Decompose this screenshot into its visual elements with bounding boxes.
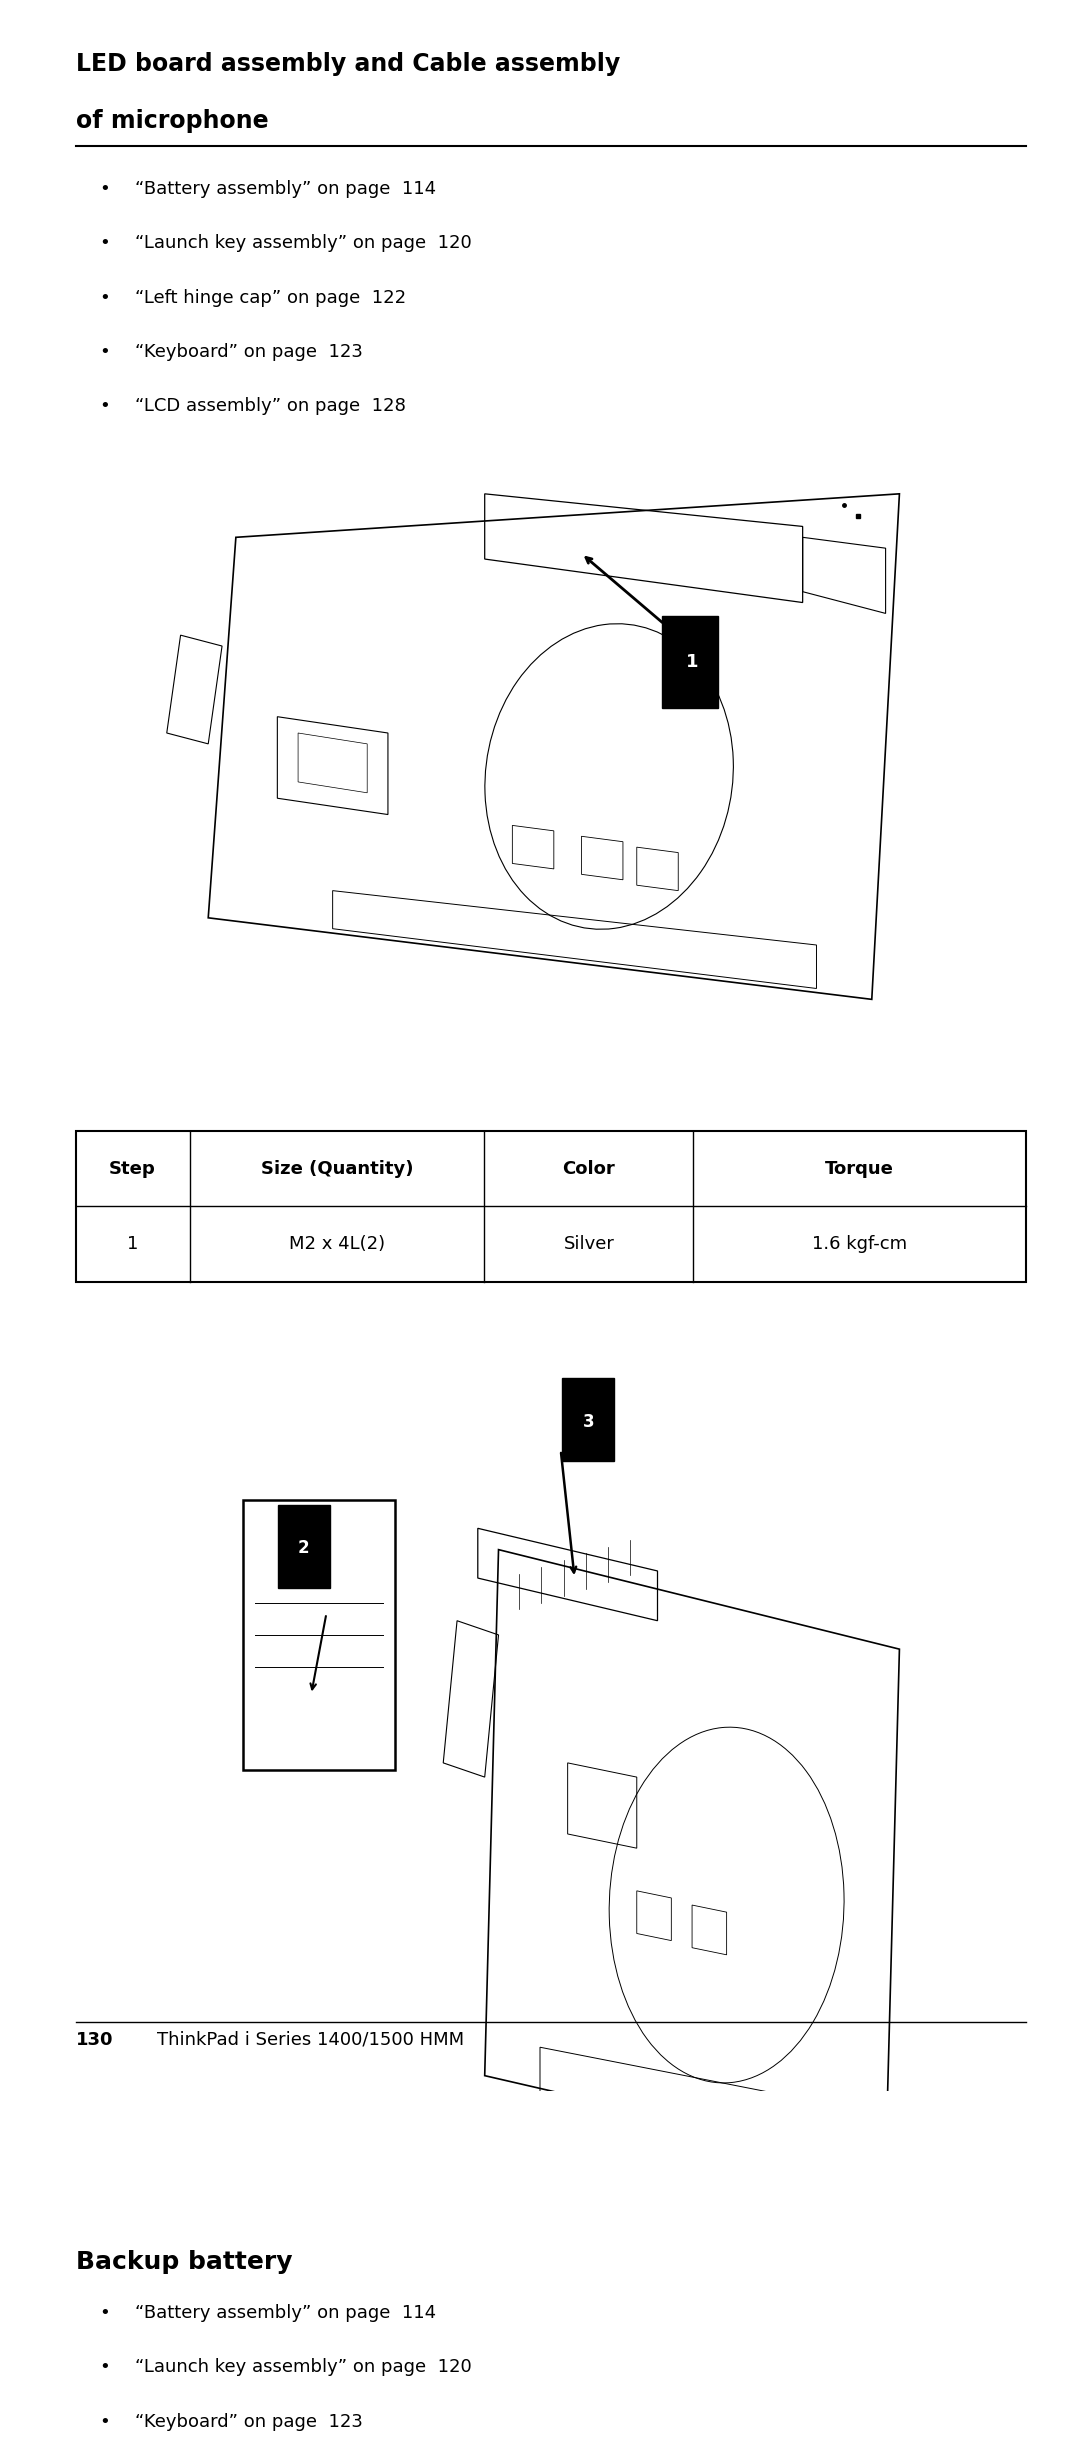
- Text: •: •: [99, 179, 110, 198]
- Text: 1: 1: [686, 654, 699, 671]
- Text: Step: Step: [109, 1160, 156, 1177]
- Text: 130: 130: [76, 2032, 113, 2049]
- Text: LED board assembly and Cable assembly: LED board assembly and Cable assembly: [76, 51, 620, 76]
- Text: •: •: [99, 2414, 110, 2431]
- FancyBboxPatch shape: [563, 1378, 615, 1461]
- Text: Size (Quantity): Size (Quantity): [260, 1160, 414, 1177]
- Text: •: •: [99, 343, 110, 360]
- Text: 1.6 kgf-cm: 1.6 kgf-cm: [812, 1234, 907, 1253]
- Text: “LCD assembly” on page  128: “LCD assembly” on page 128: [135, 397, 406, 416]
- FancyBboxPatch shape: [278, 1506, 329, 1589]
- Text: “Left hinge cap” on page  122: “Left hinge cap” on page 122: [135, 289, 406, 306]
- Text: •: •: [99, 289, 110, 306]
- Text: •: •: [99, 2357, 110, 2377]
- Text: ThinkPad i Series 1400/1500 HMM: ThinkPad i Series 1400/1500 HMM: [157, 2032, 463, 2049]
- Text: 1: 1: [127, 1234, 138, 1253]
- Text: “Launch key assembly” on page  120: “Launch key assembly” on page 120: [135, 235, 472, 252]
- Text: Torque: Torque: [825, 1160, 894, 1177]
- Text: Backup battery: Backup battery: [76, 2250, 292, 2274]
- Text: 3: 3: [582, 1412, 594, 1430]
- Text: “Battery assembly” on page  114: “Battery assembly” on page 114: [135, 2304, 436, 2323]
- Text: Silver: Silver: [564, 1234, 615, 1253]
- Text: “Launch key assembly” on page  120: “Launch key assembly” on page 120: [135, 2357, 472, 2377]
- Text: •: •: [99, 235, 110, 252]
- Text: “Keyboard” on page  123: “Keyboard” on page 123: [135, 343, 363, 360]
- Text: “Battery assembly” on page  114: “Battery assembly” on page 114: [135, 179, 436, 198]
- Text: of microphone: of microphone: [76, 108, 268, 132]
- Text: •: •: [99, 397, 110, 416]
- Text: •: •: [99, 2304, 110, 2323]
- Text: Color: Color: [563, 1160, 616, 1177]
- Text: “Keyboard” on page  123: “Keyboard” on page 123: [135, 2414, 363, 2431]
- FancyBboxPatch shape: [662, 617, 718, 707]
- Text: 2: 2: [298, 1540, 310, 1557]
- Text: M2 x 4L(2): M2 x 4L(2): [288, 1234, 386, 1253]
